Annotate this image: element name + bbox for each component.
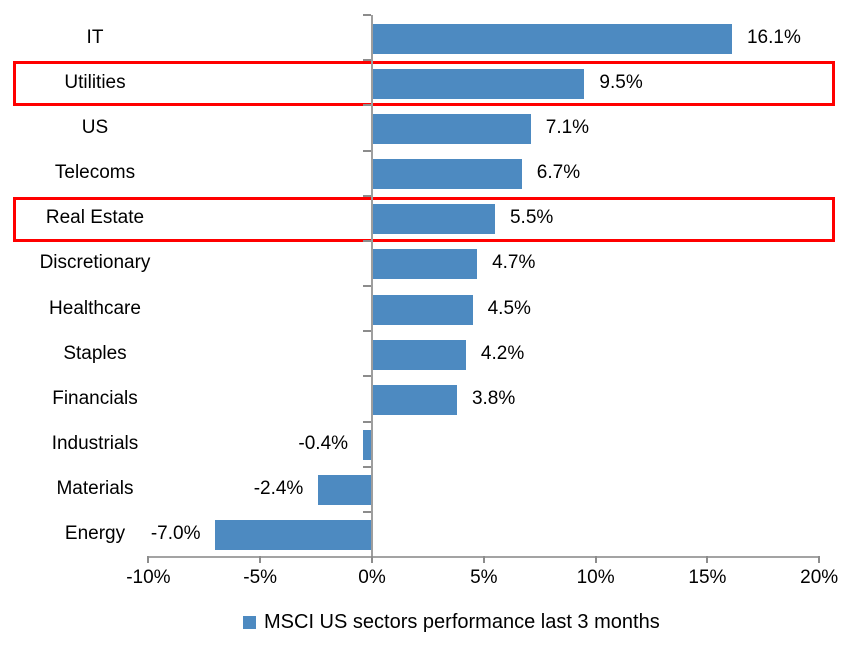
category-label-healthcare: Healthcare	[49, 297, 141, 319]
legend-label: MSCI US sectors performance last 3 month…	[264, 611, 660, 633]
category-label-materials: Materials	[56, 478, 134, 500]
category-axis-tick	[363, 420, 371, 423]
highlight-box-real-estate	[13, 196, 835, 242]
x-axis-tick-label: 10%	[576, 567, 615, 588]
bar-financials	[372, 384, 457, 415]
x-axis-tick-label: 15%	[688, 567, 727, 588]
category-axis-tick	[363, 149, 371, 152]
value-label-us: 7.1%	[545, 116, 590, 138]
x-axis-tick	[818, 556, 821, 563]
bar-utilities	[372, 68, 585, 99]
bar-us	[372, 113, 531, 144]
x-axis-tick	[259, 556, 262, 563]
category-axis-tick	[363, 465, 371, 468]
value-label-materials: -2.4%	[253, 478, 304, 500]
category-label-us: US	[81, 116, 109, 138]
value-label-energy: -7.0%	[150, 523, 201, 545]
value-label-healthcare: 4.5%	[487, 297, 531, 319]
x-axis-tick-label: -10%	[126, 567, 171, 588]
category-axis-tick	[363, 330, 371, 333]
bar-energy	[215, 520, 372, 551]
bar-healthcare	[372, 294, 473, 325]
category-label-discretionary: Discretionary	[39, 252, 151, 274]
value-label-telecoms: 6.7%	[536, 162, 581, 184]
category-axis-tick	[363, 194, 371, 197]
value-label-financials: 3.8%	[471, 387, 516, 409]
x-axis-tick-label: 20%	[800, 567, 839, 588]
x-axis-tick-label: 0%	[358, 567, 386, 588]
x-axis-tick	[482, 556, 485, 563]
category-label-it: IT	[86, 26, 104, 48]
category-label-staples: Staples	[63, 342, 127, 364]
bar-industrials	[363, 430, 372, 461]
bar-materials	[318, 475, 372, 506]
value-label-it: 16.1%	[746, 26, 801, 48]
category-axis-tick	[363, 59, 371, 62]
category-label-industrials: Industrials	[51, 433, 139, 455]
x-axis-tick	[371, 556, 373, 563]
legend-marker-swatch	[243, 616, 256, 629]
category-axis-tick	[363, 104, 371, 107]
category-axis-tick	[363, 239, 371, 242]
value-label-utilities: 9.5%	[599, 71, 643, 93]
category-axis-tick	[363, 510, 371, 513]
category-axis-tick	[363, 14, 371, 16]
category-axis-tick	[363, 285, 371, 287]
bar-real-estate	[372, 204, 495, 235]
value-label-discretionary: 4.7%	[492, 252, 536, 274]
x-axis-tick-label: -5%	[243, 567, 278, 588]
x-axis-tick	[594, 556, 597, 563]
x-axis-tick	[147, 556, 150, 563]
category-label-financials: Financials	[52, 387, 138, 409]
bar-telecoms	[372, 159, 522, 190]
bar-discretionary	[372, 249, 478, 280]
value-label-industrials: -0.4%	[298, 433, 349, 455]
highlight-box-utilities	[13, 61, 835, 107]
value-label-real-estate: 5.5%	[509, 207, 554, 229]
category-label-energy: Energy	[64, 523, 126, 545]
x-axis-tick-label: 5%	[470, 567, 498, 588]
category-label-utilities: Utilities	[64, 71, 126, 93]
category-axis-tick	[363, 375, 371, 378]
bar-it	[372, 23, 732, 54]
bar-staples	[372, 339, 466, 370]
x-axis-tick	[706, 556, 709, 563]
legend: MSCI US sectors performance last 3 month…	[243, 611, 660, 634]
category-axis-line	[371, 15, 373, 563]
value-label-staples: 4.2%	[480, 342, 525, 364]
category-label-real-estate: Real Estate	[45, 207, 145, 229]
category-label-telecoms: Telecoms	[54, 162, 136, 184]
